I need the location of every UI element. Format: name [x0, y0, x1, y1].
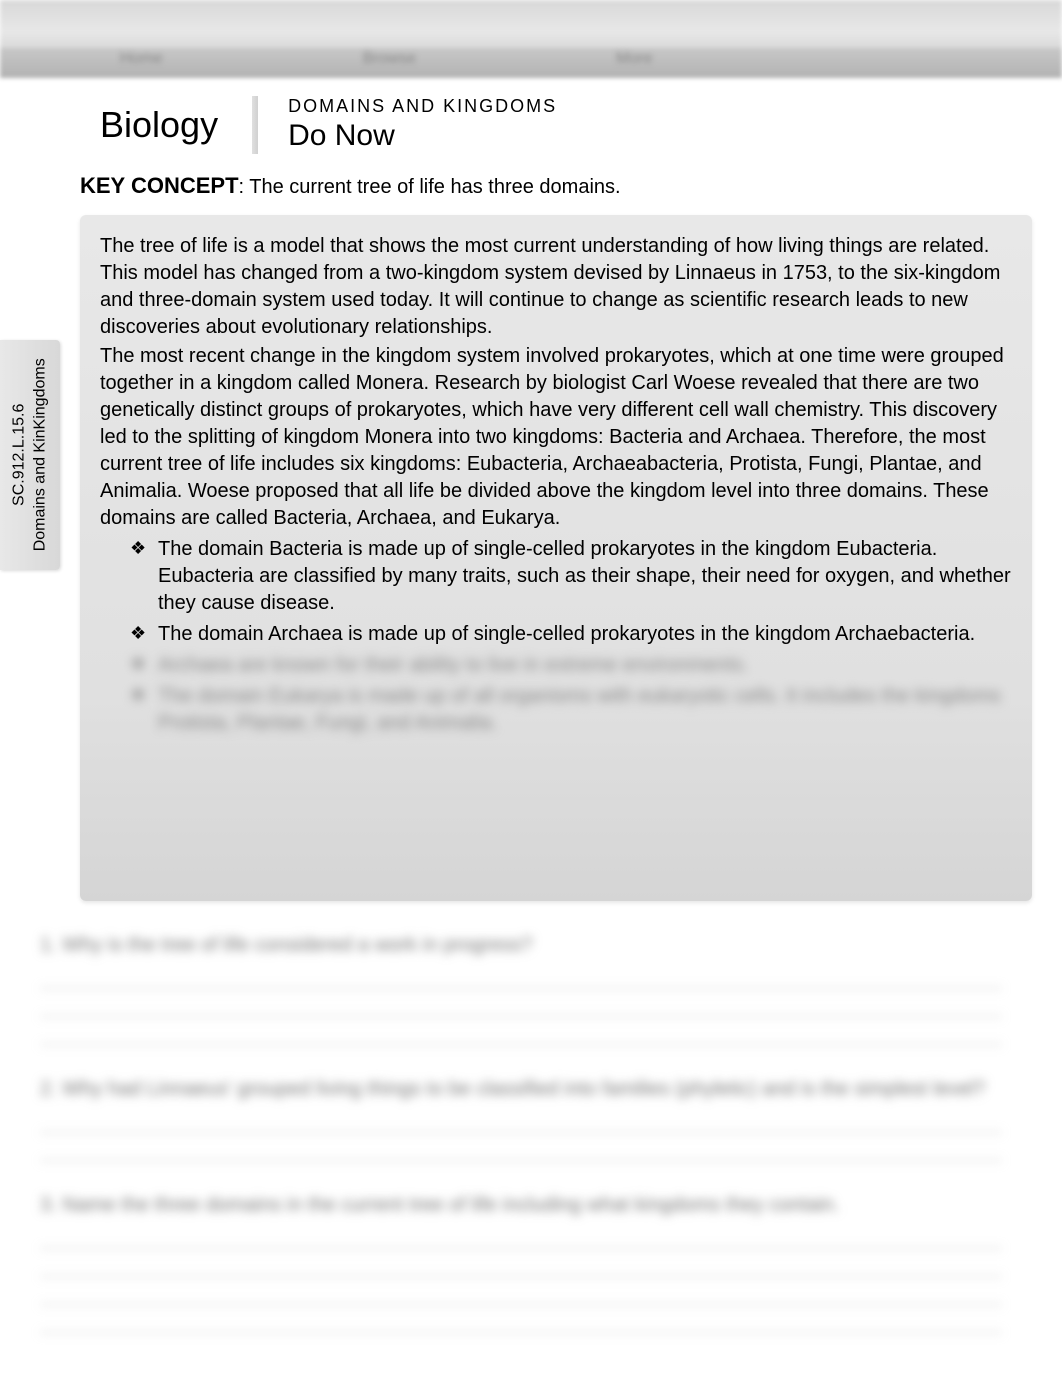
header-right: DOMAINS AND KINGDOMS Do Now — [278, 96, 557, 153]
question-1-text: 1. Why is the tree of life considered a … — [40, 929, 1002, 961]
answer-line — [40, 1107, 1002, 1133]
sidebar-topic: Domains and KinKingdoms — [30, 359, 51, 552]
key-concept-text: The current tree of life has three domai… — [249, 176, 620, 198]
answer-line — [40, 963, 1002, 989]
content-box: The tree of life is a model that shows t… — [80, 215, 1032, 901]
bullet-1: The domain Bacteria is made up of single… — [130, 536, 1012, 617]
bullet-blurred-2: The domain Eukarya is made up of all org… — [130, 683, 1012, 737]
bullet-2: The domain Archaea is made up of single-… — [130, 621, 1012, 648]
answer-line — [40, 1019, 1002, 1045]
answer-line — [40, 1135, 1002, 1161]
sidebar-tab: SC.912.L.15.6 Domains and KinKingdoms — [0, 340, 60, 570]
colon: : — [239, 176, 250, 198]
answer-line — [40, 1279, 1002, 1305]
activity-label: Do Now — [288, 119, 557, 153]
subject-title: Biology — [100, 104, 278, 146]
paragraph-1: The tree of life is a model that shows t… — [100, 233, 1012, 341]
answer-line — [40, 1307, 1002, 1333]
questions-section: 1. Why is the tree of life considered a … — [40, 929, 1002, 1333]
topic-label: DOMAINS AND KINGDOMS — [288, 96, 557, 117]
key-concept-line: KEY CONCEPT: The current tree of life ha… — [0, 161, 1062, 207]
question-2: 2. Why had Linnaeus' grouped living thin… — [40, 1073, 1002, 1161]
paragraph-2: The most recent change in the kingdom sy… — [100, 343, 1012, 532]
answer-line — [40, 991, 1002, 1017]
question-1: 1. Why is the tree of life considered a … — [40, 929, 1002, 1045]
question-2-text: 2. Why had Linnaeus' grouped living thin… — [40, 1073, 1002, 1105]
bullet-blurred-1: Archaea are known for their ability to l… — [130, 652, 1012, 679]
sidebar-text: SC.912.L.15.6 Domains and KinKingdoms — [9, 359, 51, 552]
key-concept-label: KEY CONCEPT — [80, 173, 239, 198]
sidebar-code: SC.912.L.15.6 — [9, 404, 30, 506]
answer-line — [40, 1251, 1002, 1277]
answer-line — [40, 1223, 1002, 1249]
nav-blur: Home Browse More — [0, 50, 1062, 78]
question-3: 3. Name the three domains in the current… — [40, 1189, 1002, 1333]
question-3-text: 3. Name the three domains in the current… — [40, 1189, 1002, 1221]
vertical-divider — [252, 96, 258, 154]
bullet-list: The domain Bacteria is made up of single… — [100, 536, 1012, 737]
subject-text: Biology — [100, 104, 218, 145]
header-section: Biology DOMAINS AND KINGDOMS Do Now — [0, 78, 1062, 161]
